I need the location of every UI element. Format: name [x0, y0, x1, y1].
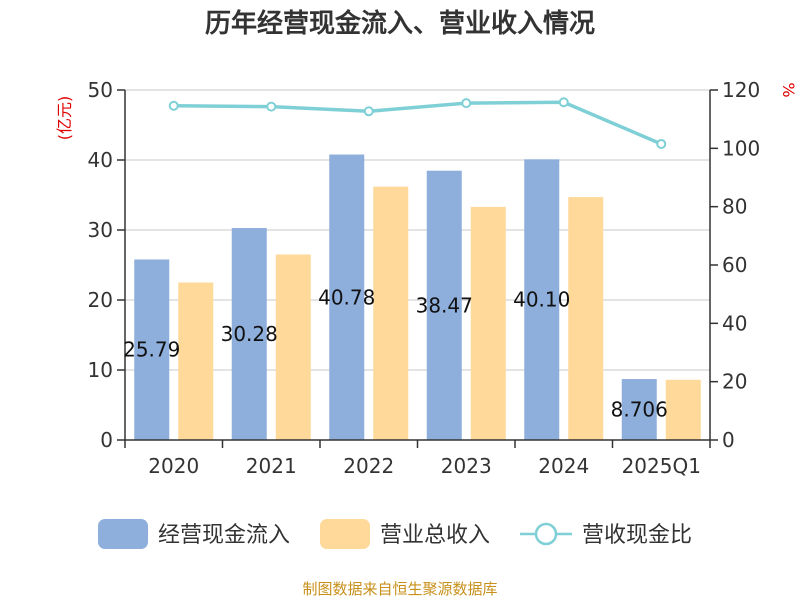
- right-tick-label: 120: [722, 78, 760, 102]
- left-tick-label: 40: [88, 148, 113, 172]
- bar-data-label: 40.10: [513, 288, 570, 312]
- legend-revenue-label: 营业总收入: [380, 523, 490, 548]
- bar-revenue: [568, 197, 604, 440]
- bar-cash-inflow: [426, 170, 462, 440]
- cash-revenue-ratio-point: [363, 106, 374, 117]
- bar-cash-inflow: [134, 259, 170, 440]
- legend: 经营现金流入 营业总收入 营收现金比: [98, 519, 692, 549]
- legend-cash-inflow-label: 经营现金流入: [158, 523, 290, 548]
- bar-revenue: [178, 282, 214, 440]
- legend-cash-inflow-swatch: [98, 519, 148, 549]
- x-tick-label: 2024: [538, 454, 589, 478]
- bar-data-label: 30.28: [221, 322, 278, 346]
- x-tick-label: 2020: [148, 454, 199, 478]
- bar-data-label: 25.79: [123, 338, 180, 362]
- axes: 0 10 20 30 40 50 0 20 40 60 80 100 120 2020 2021 2022 20…: [88, 78, 761, 478]
- right-tick-label: 80: [722, 195, 747, 219]
- right-tick-label: 0: [722, 428, 735, 452]
- bar-cash-inflow: [524, 159, 560, 441]
- bar-layer: [134, 154, 701, 441]
- right-tick-label: 100: [722, 136, 760, 160]
- left-tick-label: 20: [88, 288, 113, 312]
- left-tick-label: 10: [88, 358, 113, 382]
- x-tick-label: 2023: [441, 454, 492, 478]
- left-axis-unit: (亿元): [55, 96, 74, 141]
- cash-revenue-ratio-point: [461, 98, 472, 109]
- bar-revenue: [470, 206, 506, 440]
- cash-revenue-ratio-point: [266, 101, 277, 112]
- cash-revenue-ratio-point: [656, 138, 667, 149]
- cash-revenue-ratio-line: [173, 100, 662, 146]
- bar-revenue: [373, 186, 409, 440]
- cash-revenue-ratio-point: [558, 97, 569, 108]
- bar-data-label: 8.706: [611, 398, 668, 422]
- line-layer: [168, 97, 667, 149]
- bar-data-label: 38.47: [416, 293, 473, 317]
- right-axis-unit: %: [779, 82, 798, 97]
- left-tick-label: 0: [100, 428, 113, 452]
- source-note: 制图数据来自恒生聚源数据库: [302, 580, 497, 598]
- bar-data-label: 40.78: [318, 285, 375, 309]
- legend-ratio-swatch-marker: [534, 522, 558, 546]
- x-tick-label: 2021: [246, 454, 297, 478]
- legend-ratio-label: 营收现金比: [582, 523, 692, 548]
- bar-revenue: [275, 254, 311, 440]
- legend-revenue-swatch: [320, 519, 370, 549]
- chart-title: 历年经营现金流入、营业收入情况: [205, 8, 595, 39]
- right-tick-label: 40: [722, 311, 747, 335]
- left-tick-label: 50: [88, 78, 113, 102]
- bar-cash-inflow: [621, 379, 657, 440]
- right-tick-label: 60: [722, 253, 747, 277]
- right-tick-label: 20: [722, 370, 747, 394]
- bar-revenue: [665, 379, 701, 440]
- cash-revenue-ratio-point: [168, 100, 179, 111]
- bar-cash-inflow: [231, 228, 267, 440]
- x-tick-label: 2022: [343, 454, 394, 478]
- data-label-layer: 25.79 30.28 40.78 38.47 40.10 8.706: [123, 285, 668, 421]
- bar-cash-inflow: [329, 154, 365, 441]
- left-tick-label: 30: [88, 218, 113, 242]
- x-tick-label: 2025Q1: [622, 454, 701, 478]
